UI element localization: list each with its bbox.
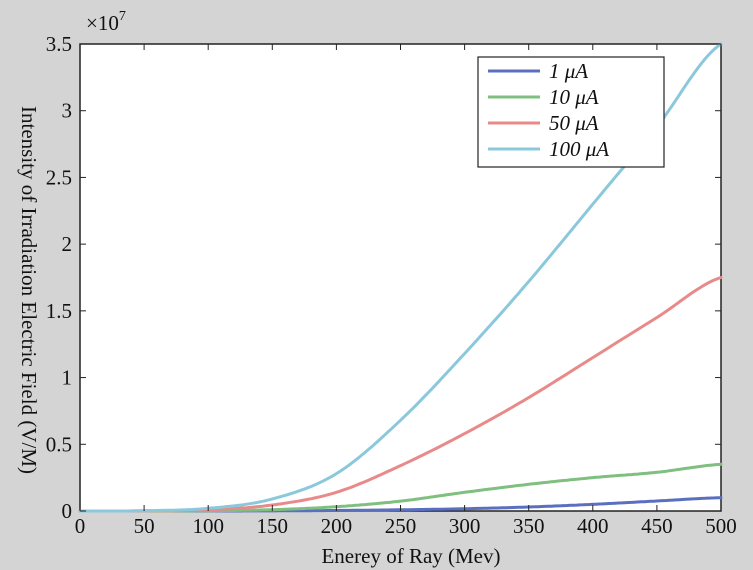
y-tick-label: 0.5 xyxy=(46,432,72,456)
x-tick-label: 350 xyxy=(513,514,545,538)
x-tick-label: 450 xyxy=(641,514,673,538)
x-tick-label: 300 xyxy=(449,514,481,538)
series-layer xyxy=(78,42,723,513)
y-tick-label: 1 xyxy=(62,366,73,390)
y-tick-label: 2.5 xyxy=(46,165,72,189)
x-tick-label: 150 xyxy=(257,514,289,538)
x-tick-label: 50 xyxy=(134,514,155,538)
legend-label: 10 μA xyxy=(549,85,599,109)
x-tick-label: 500 xyxy=(705,514,737,538)
x-tick-label: 200 xyxy=(321,514,353,538)
y-tick-label: 3 xyxy=(62,99,73,123)
x-axis-label: Enerey of Ray (Mev) xyxy=(321,544,500,568)
y-multiplier-label: ×107 xyxy=(86,9,126,35)
x-tick-label: 250 xyxy=(385,514,417,538)
ticks-layer: 0 50 100 150 200 250 300 350 400 450 500 0 0.5 1 1.5 2 2… xyxy=(46,32,737,538)
y-tick-label: 1.5 xyxy=(46,299,72,323)
y-tick-label: 0 xyxy=(62,499,73,523)
y-multiplier-exponent: 7 xyxy=(119,9,126,24)
y-tick-label: 3.5 xyxy=(46,32,72,56)
series-line-3 xyxy=(78,42,723,513)
y-axis-label: Intensity of Irradiation Electric Field … xyxy=(17,106,41,474)
legend-label: 100 μA xyxy=(549,137,609,161)
x-tick-label: 0 xyxy=(75,514,86,538)
legend-label: 1 μA xyxy=(549,59,588,83)
legend-label: 50 μA xyxy=(549,111,599,135)
x-tick-label: 100 xyxy=(192,514,224,538)
x-tick-label: 400 xyxy=(577,514,609,538)
y-tick-label: 2 xyxy=(62,232,73,256)
